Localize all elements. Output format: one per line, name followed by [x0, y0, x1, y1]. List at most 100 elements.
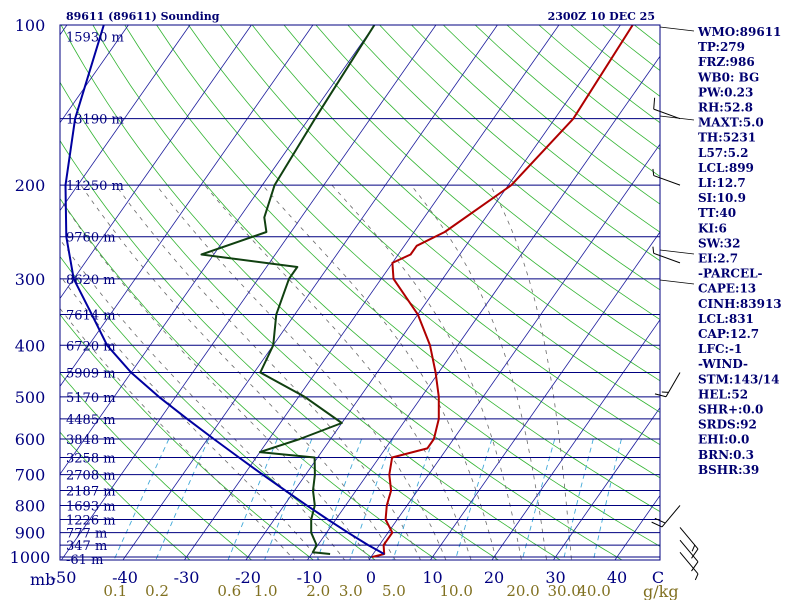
mixing-ratio-label: 5.0: [382, 582, 406, 600]
dry-adiabat: [315, 25, 660, 321]
height-label: 3258 m: [66, 451, 116, 466]
moist-adiabat: [60, 238, 346, 560]
dry-adiabat: [188, 25, 660, 446]
barb-flag: [653, 97, 656, 110]
dry-adiabat: [60, 313, 315, 560]
barb-flag: [691, 548, 699, 559]
index-connector: [659, 249, 695, 255]
dry-adiabat: [92, 25, 660, 547]
dewpoint-trace: [200, 25, 376, 555]
pressure-tick-label: 400: [15, 336, 46, 355]
wind-barb: [679, 552, 699, 581]
dry-adiabat: [283, 25, 660, 351]
mixing-ratio-line: [113, 438, 170, 560]
mixing-ratio-line: [562, 438, 594, 560]
index-item: TH:5231: [698, 131, 756, 145]
index-connector: [659, 26, 695, 32]
barb-staff: [679, 539, 699, 563]
mixing-ratio-line: [454, 438, 493, 560]
index-item: STM:143/14: [698, 372, 779, 386]
index-item: CINH:83913: [698, 297, 782, 311]
temperature-tick-label: -30: [174, 568, 200, 587]
temperature-tick-label: 10: [422, 568, 442, 587]
isotherm: [122, 25, 498, 560]
pressure-tick-label: 200: [15, 176, 46, 195]
mixing-ratio-label: 0.2: [145, 582, 169, 600]
temperature-tick-label: 0: [366, 568, 376, 587]
temperature-tick-label: 40: [607, 568, 627, 587]
barb-flag: [654, 393, 667, 398]
wind-barb: [653, 97, 681, 120]
height-label: 2708 m: [66, 469, 116, 484]
barb-staff: [653, 175, 681, 186]
height-label: 347 m: [66, 539, 107, 554]
pressure-tick-label: 500: [15, 388, 46, 407]
barb-flag: [694, 573, 699, 581]
chart-title: 89611 (89611) Sounding: [66, 10, 220, 23]
temperature-trace: [371, 25, 634, 558]
barb-flag: [654, 517, 666, 524]
pressure-tick-label: 900: [15, 524, 46, 543]
height-label: 15930 m: [66, 30, 124, 45]
index-item: LCL:899: [698, 161, 754, 175]
index-item: WB0: BG: [697, 70, 759, 84]
isotherm: [60, 25, 252, 300]
mixing-ratio-label: 0.1: [103, 582, 127, 600]
isotherm: [245, 25, 621, 560]
isotherm: [491, 319, 660, 560]
mixing-ratio-line: [349, 438, 393, 560]
temperature-unit-label: C: [652, 568, 664, 587]
index-item: TT:40: [698, 206, 736, 220]
index-item: MAXT:5.0: [698, 116, 764, 130]
dry-adiabat: [379, 25, 660, 262]
mixing-ratio-label: 10.0: [439, 582, 472, 600]
temperature-tick-label: 20: [484, 568, 504, 587]
height-label: 1226 m: [66, 513, 116, 528]
dry-adiabat: [60, 81, 562, 560]
index-item: BRN:0.3: [698, 448, 754, 462]
pressure-tick-label: 100: [15, 16, 46, 35]
height-label: 4485 m: [66, 413, 116, 428]
index-connector: [659, 115, 695, 121]
isotherm: [60, 25, 375, 475]
dry-adiabat: [60, 372, 253, 560]
index-item: FRZ:986: [698, 55, 755, 69]
isotherm: [429, 231, 660, 560]
moist-adiabat: [262, 184, 497, 560]
index-item: SW:32: [698, 236, 740, 250]
index-item: SHR+:0.0: [698, 403, 763, 417]
height-label: 8620 m: [66, 273, 116, 288]
moist-adiabat: [490, 184, 572, 560]
pressure-unit-label: mb: [30, 570, 55, 589]
sounding-traces: [64, 25, 634, 558]
dry-adiabat: [60, 197, 438, 560]
isotherm: [368, 143, 660, 560]
index-item: RH:52.8: [698, 101, 753, 115]
barb-flag: [691, 561, 699, 572]
wind-barb: [651, 505, 681, 528]
mixing-ratio-label: 30.0: [547, 582, 580, 600]
index-item: -WIND-: [698, 357, 748, 371]
chart-timestamp: 2300Z 10 DEC 25: [548, 10, 655, 23]
mixing-ratio-label: 2.0: [306, 582, 330, 600]
index-item: L57:5.2: [698, 146, 748, 160]
mixing-ratio-label: 0.6: [217, 582, 241, 600]
height-label: 7614 m: [66, 308, 116, 323]
index-item: LCL:831: [698, 312, 754, 326]
barb-staff: [653, 252, 681, 264]
mixing-ratio-line: [264, 438, 313, 560]
mixing-ratio-line: [521, 438, 556, 560]
barb-flag: [691, 544, 696, 552]
mixing-ratio-label: 20.0: [506, 582, 539, 600]
dry-adiabat: [347, 25, 660, 291]
isotherm: [552, 407, 660, 560]
height-label: 777 m: [66, 527, 107, 542]
temperature-tick-label: -40: [112, 568, 138, 587]
wind-barb: [652, 168, 681, 186]
height-label: 6720 m: [66, 339, 116, 354]
moist-adiabat: [115, 184, 422, 560]
dry-adiabat: [60, 25, 623, 560]
barb-flag: [652, 168, 655, 176]
wind-barb: [654, 372, 681, 398]
